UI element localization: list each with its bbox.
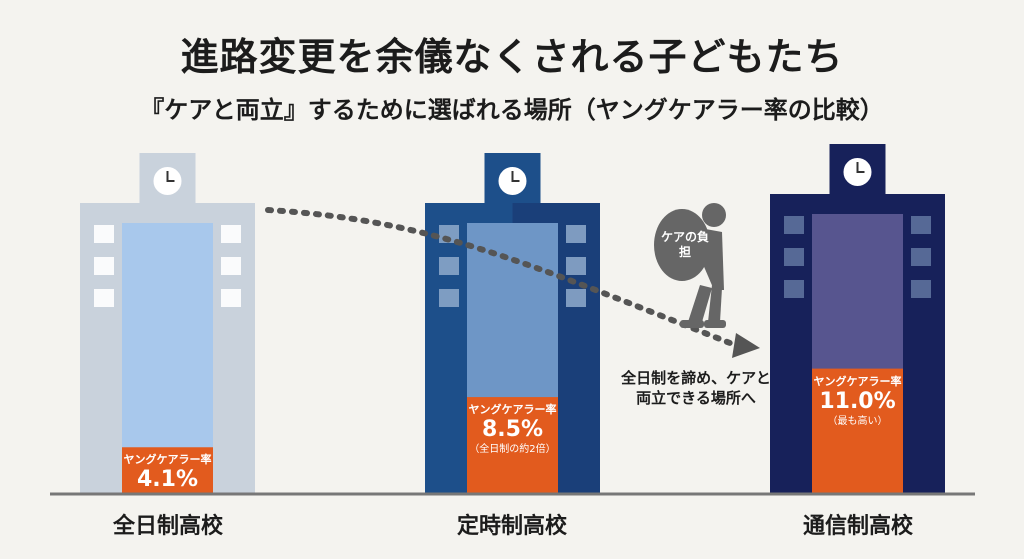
bar-value-1: 8.5%: [481, 417, 543, 443]
bar-label-2: ヤングケアラー率 11.0% （最も高い）: [812, 375, 903, 428]
window-right-2-1: [911, 248, 931, 266]
clock-hands-2: [856, 162, 865, 173]
bar-value-0: 4.1%: [136, 467, 198, 493]
bar-caption-0: ヤングケアラー率: [123, 453, 212, 467]
path-arrow-head: [732, 333, 760, 358]
bar-1: [467, 397, 558, 494]
window-left-2-2: [784, 280, 804, 298]
category-label-1: 定時制高校: [456, 514, 567, 539]
path-arrow: [265, 207, 738, 348]
student-silhouette-icon: [654, 203, 726, 328]
bar-caption-1: ヤングケアラー率: [468, 403, 557, 417]
window-left-2-1: [784, 248, 804, 266]
window-right-0-2: [221, 289, 241, 307]
page-subtitle: 『ケアと両立』するために選ばれる場所（ヤングケアラー率の比較）: [140, 96, 884, 124]
window-left-1-1: [439, 257, 459, 275]
bar-label-0: ヤングケアラー率 4.1%: [122, 453, 213, 493]
care-burden-label: ケアの負担: [660, 230, 709, 259]
window-left-2-0: [784, 216, 804, 234]
category-label-0: 全日制高校: [112, 514, 223, 539]
clock-hands-1: [511, 171, 520, 182]
category-label-2: 通信制高校: [802, 514, 913, 539]
bar-caption-2: ヤングケアラー率: [813, 374, 902, 388]
window-right-1-1: [566, 257, 586, 275]
window-right-1-2: [566, 289, 586, 307]
window-right-2-0: [911, 216, 931, 234]
window-right-1-0: [566, 225, 586, 243]
clock-hands-0: [166, 171, 175, 182]
bar-label-1: ヤングケアラー率 8.5% （全日制の約2倍）: [467, 403, 558, 456]
page-title: 進路変更を余儀なくされる子どもたち: [180, 35, 844, 79]
window-right-2-2: [911, 280, 931, 298]
bar-value-2: 11.0%: [819, 388, 896, 414]
bar-0: [122, 447, 213, 494]
bar-note-1: （全日制の約2倍）: [469, 444, 556, 456]
window-left-1-2: [439, 289, 459, 307]
window-right-0-1: [221, 257, 241, 275]
window-left-0-0: [94, 225, 114, 243]
bar-note-2: （最も高い）: [827, 415, 888, 427]
side-note: 全日制を諦め、ケアと両立できる場所へ: [621, 369, 771, 407]
window-left-0-2: [94, 289, 114, 307]
bar-2: [812, 368, 903, 494]
window-left-0-1: [94, 257, 114, 275]
window-right-0-0: [221, 225, 241, 243]
